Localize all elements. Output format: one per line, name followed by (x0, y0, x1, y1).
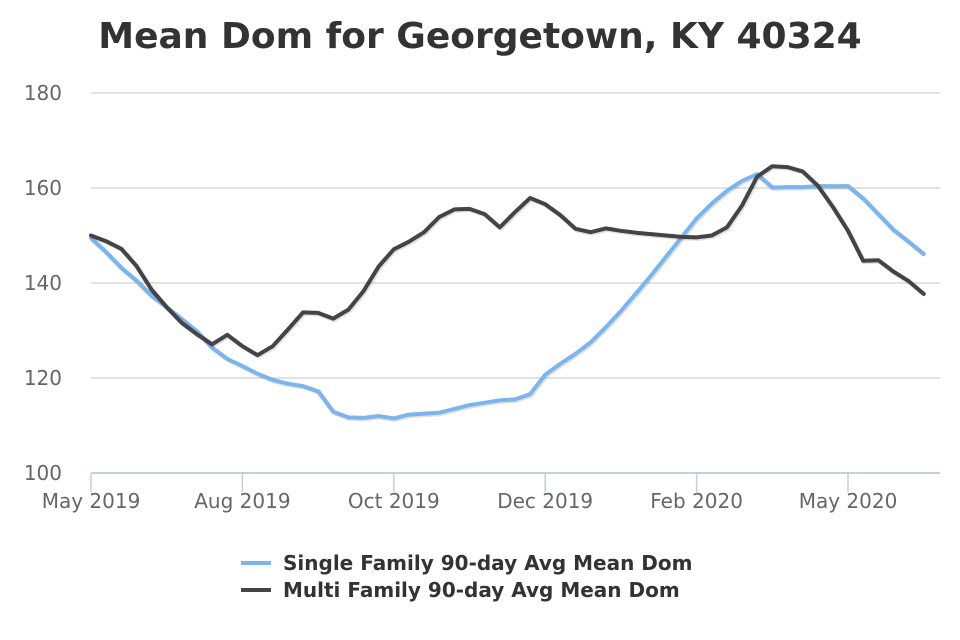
x-tick-label: May 2020 (799, 489, 898, 513)
chart-title: Mean Dom for Georgetown, KY 40324 (98, 16, 861, 57)
series-line-multi-family[interactable] (89, 164, 926, 358)
y-tick-label: 180 (24, 81, 62, 105)
series-line-single-family[interactable] (89, 172, 926, 421)
x-tick-label: Dec 2019 (497, 489, 593, 513)
gridlines (91, 92, 940, 379)
x-tick-label: Oct 2019 (348, 489, 440, 513)
y-tick-label: 140 (24, 271, 62, 295)
y-tick-label: 100 (24, 461, 62, 485)
series-shadow-single-family (90, 172, 927, 422)
y-axis: 100 120 140 160 180 (24, 81, 62, 485)
legend-label-multi-family: Multi Family 90-day Avg Mean Dom (283, 578, 680, 602)
y-tick-label: 120 (24, 366, 62, 390)
y-tick-label: 160 (24, 176, 62, 200)
x-tick-label: Aug 2019 (194, 489, 290, 513)
legend-item-multi-family[interactable]: Multi Family 90-day Avg Mean Dom (241, 578, 680, 602)
x-tick-label: May 2019 (42, 489, 141, 513)
legend: Single Family 90-day Avg Mean Dom Multi … (241, 551, 693, 602)
x-tick-label: Feb 2020 (650, 489, 743, 513)
x-axis: May 2019 Aug 2019 Oct 2019 Dec 2019 Feb 2020… (42, 472, 940, 513)
series-shadow-multi-family (91, 164, 927, 359)
legend-item-single-family[interactable]: Single Family 90-day Avg Mean Dom (241, 551, 693, 575)
legend-label-single-family: Single Family 90-day Avg Mean Dom (283, 551, 693, 575)
series-group (89, 164, 927, 422)
